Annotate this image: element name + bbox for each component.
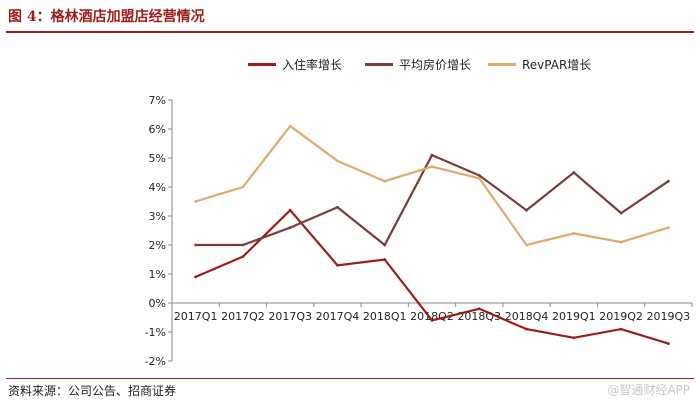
data-point-adr-2019q2: [619, 211, 623, 215]
y-tick-label-6-: 6%: [149, 123, 166, 136]
legend-item-revpar: RevPAR增长: [488, 56, 591, 73]
figure-title: 图 4：格林酒店加盟店经营情况: [8, 9, 205, 25]
data-point-revpar-2018q3: [477, 176, 481, 180]
y-tick-label--1-: -1%: [145, 326, 166, 339]
data-point-adr-2018q3: [477, 174, 481, 177]
data-point-occupancy-2017q4: [336, 263, 339, 267]
legend-label-occupancy: 入住率增长: [282, 58, 343, 72]
data-point-occupancy-2019q2: [619, 327, 623, 331]
legend-item-occupancy: 入住率增长: [248, 56, 342, 73]
data-point-revpar-2017q3: [288, 124, 292, 128]
x-tick-label-2018q2: 2018Q2: [410, 310, 454, 323]
legend-swatch-occupancy: [248, 63, 276, 66]
x-tick-label-2018q4: 2018Q4: [505, 310, 549, 323]
data-point-adr-2018q4: [525, 208, 528, 212]
data-point-occupancy-2019q3: [666, 342, 670, 345]
legend-item-adr: 平均房价增长: [365, 56, 471, 73]
data-point-revpar-2018q4: [525, 243, 528, 247]
x-tick-label-2018q1: 2018Q1: [363, 310, 407, 323]
data-point-revpar-2019q2: [619, 240, 623, 244]
data-point-revpar-2018q1: [383, 179, 387, 183]
source-note: 资料来源：公司公告、招商证券: [8, 384, 177, 398]
watermark: @智通财经APP: [607, 383, 690, 397]
y-tick-label-5-: 5%: [149, 152, 166, 165]
footer-divider: [6, 378, 694, 379]
data-point-occupancy-2018q4: [525, 327, 528, 331]
x-tick-label-2019q3: 2019Q3: [647, 310, 691, 323]
y-tick-label-0-: 0%: [149, 297, 166, 310]
data-point-revpar-2019q1: [572, 232, 576, 235]
series-line-revpar: [195, 124, 669, 247]
data-point-revpar-2017q4: [336, 159, 339, 163]
x-tick-label-2017q4: 2017Q4: [316, 310, 360, 323]
data-point-occupancy-2018q1: [383, 258, 387, 261]
y-tick-label-2-: 2%: [149, 239, 166, 252]
data-point-revpar-2018q2: [430, 165, 434, 169]
y-tick-label--2-: -2%: [145, 355, 166, 368]
x-tick-label-2017q1: 2017Q1: [174, 310, 218, 323]
series-line-adr: [195, 153, 670, 247]
y-tick-label-3-: 3%: [149, 210, 166, 223]
legend-swatch-adr: [365, 63, 393, 66]
x-tick-label-2017q2: 2017Q2: [221, 310, 265, 323]
series-line-occupancy: [195, 208, 669, 345]
legend-label-revpar: RevPAR增长: [522, 58, 592, 72]
x-tick-label-2019q2: 2019Q2: [599, 310, 643, 323]
data-point-adr-2019q1: [572, 171, 576, 174]
data-point-revpar-2017q2: [241, 185, 245, 189]
data-point-adr-2017q3: [288, 226, 292, 230]
data-point-occupancy-2018q3: [477, 307, 481, 311]
data-point-occupancy-2017q1: [194, 275, 198, 279]
data-point-adr-2017q4: [336, 205, 339, 209]
data-point-adr-2018q1: [383, 243, 387, 247]
data-point-adr-2017q1: [194, 243, 198, 247]
data-point-adr-2017q2: [241, 243, 245, 247]
x-tick-label-2019q1: 2019Q1: [552, 310, 596, 323]
y-tick-label-1-: 1%: [149, 268, 166, 281]
data-point-occupancy-2019q1: [572, 336, 576, 340]
data-point-revpar-2019q3: [666, 226, 670, 230]
title-divider: [6, 31, 694, 33]
data-point-occupancy-2018q2: [430, 319, 434, 322]
data-point-revpar-2017q1: [194, 200, 198, 203]
data-point-occupancy-2017q2: [241, 255, 245, 258]
data-point-adr-2019q3: [666, 179, 670, 183]
y-tick-label-7-: 7%: [149, 94, 166, 107]
data-point-adr-2018q2: [430, 153, 434, 157]
legend-label-adr: 平均房价增长: [399, 58, 472, 72]
y-tick-label-4-: 4%: [149, 181, 166, 194]
x-tick-label-2017q3: 2017Q3: [268, 310, 312, 323]
legend-swatch-revpar: [488, 63, 516, 66]
data-point-occupancy-2017q3: [288, 208, 292, 212]
